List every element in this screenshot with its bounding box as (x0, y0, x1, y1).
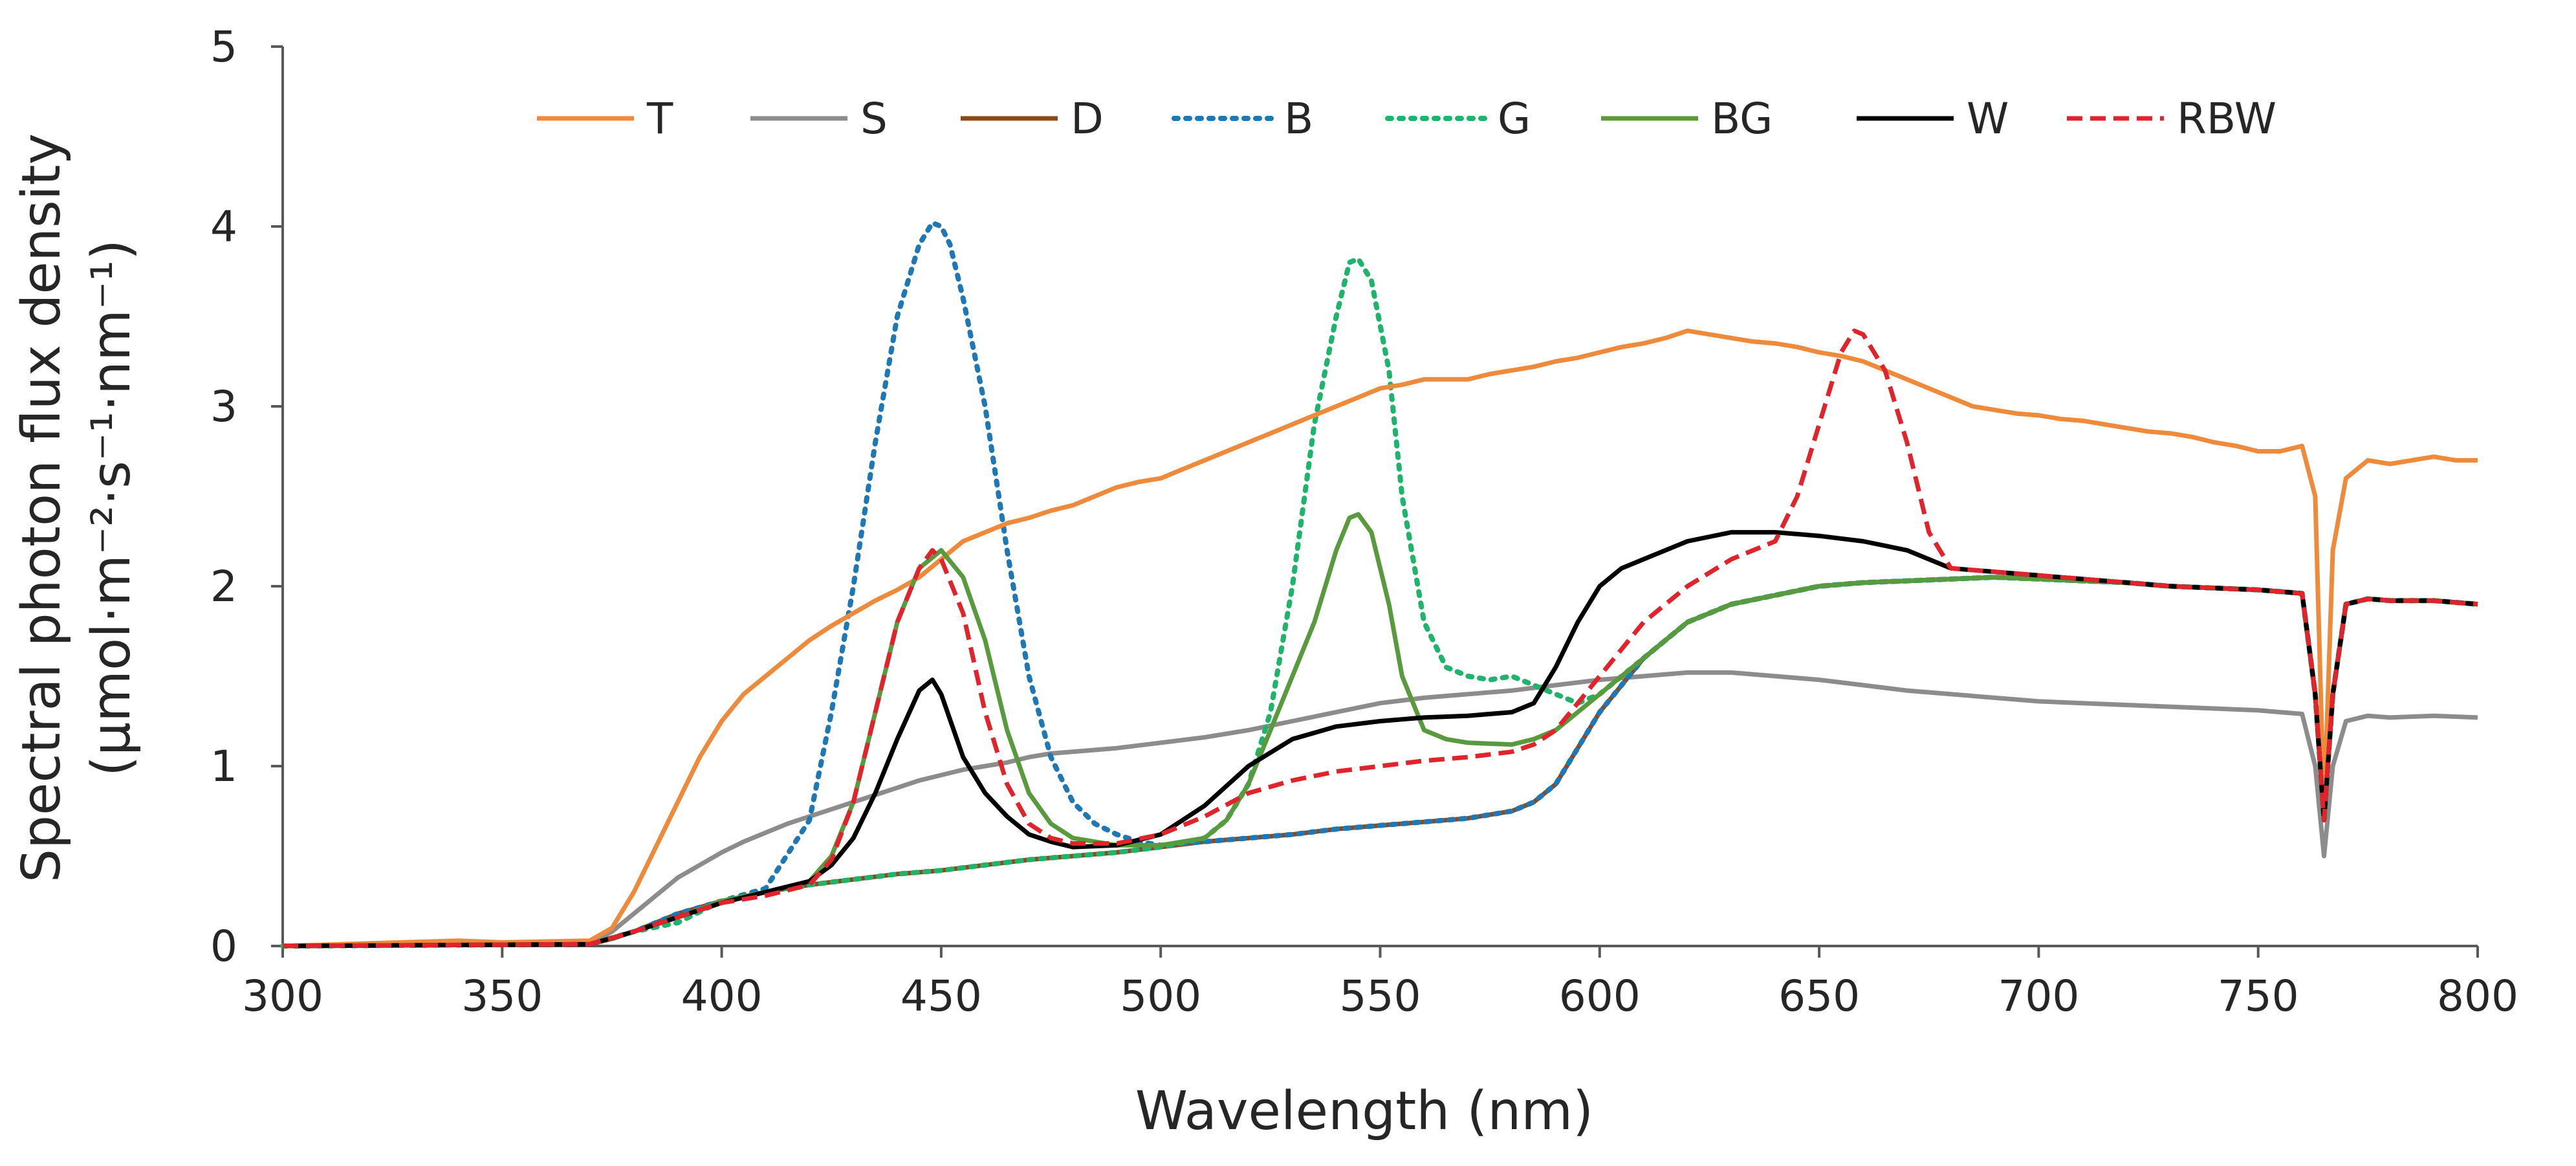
x-tick-label: 300 (242, 971, 323, 1021)
legend-label-g: G (1498, 94, 1531, 144)
y-tick-label: 3 (210, 382, 237, 432)
series-layer (280, 220, 2480, 949)
x-tick-label: 350 (461, 971, 543, 1021)
legend-label-b: B (1284, 94, 1313, 144)
legend-label-d: D (1071, 94, 1104, 144)
x-tick-label: 550 (1340, 971, 1421, 1021)
y-tick-label: 0 (210, 921, 237, 971)
x-tick-label: 750 (2218, 971, 2299, 1021)
series-line-rbw (282, 328, 2478, 949)
y-tick-label: 1 (210, 742, 237, 791)
axes: 0 1 2 3 4 5 300 350 400 450 500 550 600 650 700 750 800 (210, 22, 2518, 1021)
y-tick-label: 5 (210, 22, 237, 72)
series-line-bg (282, 512, 2478, 949)
x-axis-title: Wavelength (nm) (1135, 1081, 1593, 1142)
x-tick-label: 500 (1120, 971, 1201, 1021)
x-tick-label: 600 (1559, 971, 1641, 1021)
series-line-g (280, 256, 2480, 949)
legend-label-rbw: RBW (2177, 94, 2276, 144)
legend-label-s: S (860, 94, 888, 144)
legend-label-t: T (646, 94, 673, 144)
y-tick-label: 4 (210, 202, 237, 252)
series-line-d (282, 575, 2478, 949)
y-axis-title-line2: (µmol·m⁻²·s⁻¹·nm⁻¹) (81, 239, 142, 776)
x-tick-label: 450 (901, 971, 982, 1021)
series-line-t (282, 328, 2478, 949)
x-tick-label: 700 (1998, 971, 2079, 1021)
legend-label-w: W (1967, 94, 2009, 144)
x-tick-label: 650 (1778, 971, 1860, 1021)
series-line-w (282, 530, 2478, 949)
legend: T S D B G BG W RBW (537, 94, 2276, 144)
x-tick-label: 400 (681, 971, 763, 1021)
legend-label-bg: BG (1711, 94, 1773, 144)
series-line-s (282, 670, 2478, 949)
y-axis-title-line1: Spectral photon flux density (11, 133, 72, 883)
x-tick-label: 800 (2437, 971, 2518, 1021)
y-tick-label: 2 (210, 562, 237, 611)
